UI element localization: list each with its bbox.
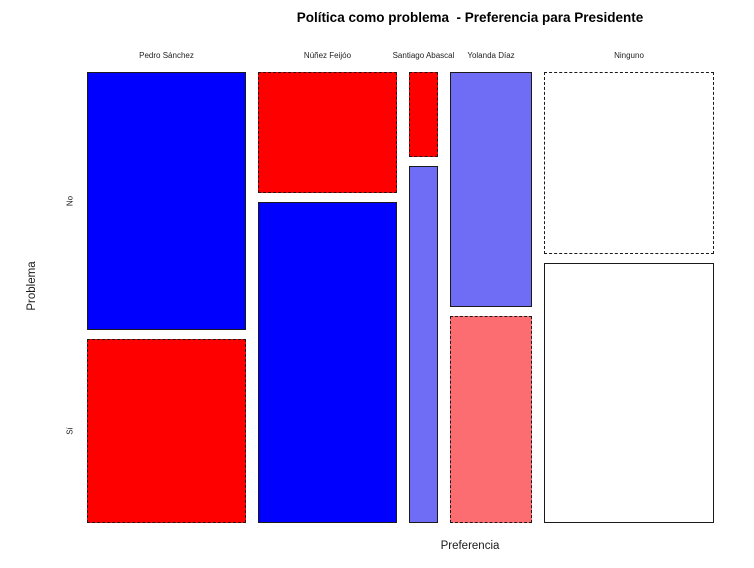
- column-label: Pedro Sánchez: [139, 51, 194, 60]
- chart-title: Política como problema - Preferencia par…: [296, 10, 644, 25]
- mosaic-cell-1-sí: [87, 339, 246, 523]
- y-tick-label-sí: Sí: [65, 427, 75, 435]
- column-label: Yolanda Díaz: [467, 51, 515, 60]
- y-tick-label-no: No: [65, 195, 75, 207]
- mosaic-cell-2-sí: [258, 202, 397, 523]
- x-axis-label: Preferencia: [440, 540, 500, 552]
- mosaic-cell-3-no: [409, 72, 438, 157]
- mosaic-cell-1-no: [87, 72, 246, 330]
- column-label: Ninguno: [614, 51, 644, 60]
- mosaic-cell-5-sí: [544, 263, 714, 523]
- column-label: Núñez Feijóo: [303, 51, 352, 60]
- mosaic-cell-4-no: [450, 72, 532, 307]
- mosaic-cell-4-sí: [450, 316, 532, 523]
- mosaic-cell-2-no: [258, 72, 397, 193]
- mosaic-cell-3-sí: [409, 166, 438, 523]
- mosaic-cell-5-no: [544, 72, 714, 254]
- column-label: Santiago Abascal: [392, 51, 455, 60]
